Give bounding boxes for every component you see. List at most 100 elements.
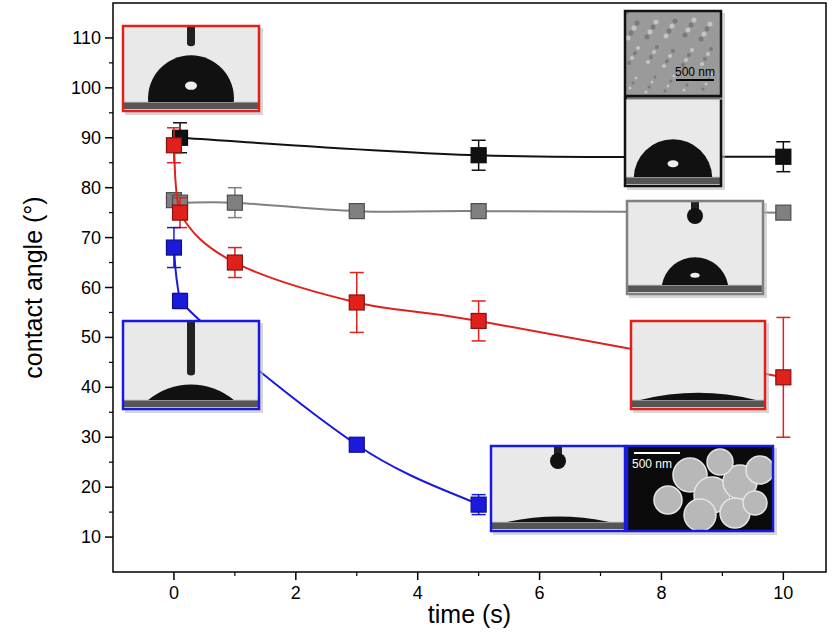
inset-texture [635,21,640,26]
error-bar-cap [167,227,181,229]
inset-texture [670,80,673,83]
y-minor-tick [109,462,113,463]
point [776,205,791,220]
error-bar [228,188,242,218]
y-minor-tick [109,512,113,513]
inset-border [123,26,259,111]
y-tick-label: 90 [81,128,101,148]
inset-bg [122,25,260,112]
inset-droplet [507,517,609,522]
error-bar-cap [776,171,790,173]
inset-texture [654,76,657,79]
point [166,138,181,153]
inset-particle [707,449,733,475]
inset-texture [645,91,648,94]
x-tick [173,572,175,580]
inset-texture [705,83,708,86]
x-minor-tick [600,572,601,576]
inset-texture [633,51,637,55]
inset-needle-tip [187,40,195,46]
y-tick-label: 100 [71,78,101,98]
x-tick [539,572,541,580]
y-tick-label: 30 [81,427,101,447]
inset-border [625,11,721,96]
error-bar-cap [228,277,242,279]
inset-texture [705,27,710,32]
inset-texture [683,33,688,38]
y-tick [105,287,113,289]
error-bar-cap [472,140,486,142]
error-bar-cap [167,162,181,164]
y-minor-tick [109,412,113,413]
inset-bg [624,10,722,97]
inset-particle [654,486,682,514]
x-axis-title: time (s) [428,600,511,628]
inset-scale-label: 500 nm [675,65,715,79]
inset-texture [632,82,635,85]
y-tick-label: 80 [81,178,101,198]
point [471,313,486,328]
x-tick-label: 4 [413,583,423,603]
inset-pendant-drop [687,208,703,224]
inset-particle [684,499,716,531]
inset-substrate [492,522,624,529]
inset-texture [668,54,672,58]
inset-particle [746,456,774,484]
y-tick [105,536,113,538]
error-bar [350,273,364,333]
inset-texture [667,29,672,34]
inset-substrate [124,400,258,407]
error-bar [472,495,486,515]
inset-border [123,321,259,409]
inset-texture [702,88,705,91]
y-minor-tick [109,262,113,263]
error-bar-cap [228,217,242,219]
y-minor-tick [109,312,113,313]
y-tick-label: 20 [81,477,101,497]
inset-texture [702,32,707,37]
inset-particle [743,491,767,515]
error-bar-cap [472,514,486,516]
error-bar [173,198,187,228]
error-bar-cap [167,127,181,129]
inset-border [627,446,773,531]
inset-border [627,201,763,294]
inset-substrate [632,400,764,407]
inset-texture [646,60,650,64]
inset-texture [627,61,631,65]
x-minor-tick [356,572,357,576]
y-tick-label: 50 [81,327,101,347]
y-tick [105,87,113,89]
inset-texture [689,23,694,28]
error-bar [776,142,790,172]
y-tick [105,387,113,389]
y-minor-tick [109,212,113,213]
x-minor-tick [722,572,723,576]
inset-bg [624,97,722,187]
x-tick [783,572,785,580]
x-minor-tick [478,572,479,576]
point [227,255,242,270]
inset-needle [187,322,195,372]
insets: 500 nm500 nm [122,10,777,535]
y-tick-label: 10 [81,527,101,547]
x-tick-label: 8 [656,583,666,603]
inset-texture [636,46,640,50]
inset-texture [683,89,686,92]
point [776,370,791,385]
inset-texture [649,55,653,59]
x-tick-label: 10 [773,583,793,603]
y-minor-tick [109,162,113,163]
inset-border [625,98,721,186]
y-tick [105,187,113,189]
error-bar-cap [776,141,790,143]
point [173,293,188,308]
error-bar-cap [173,122,187,124]
plot-frame [113,3,826,572]
y-tick [105,436,113,438]
inset-texture [673,19,678,24]
x-tick-label: 0 [169,583,179,603]
error-bar-cap [776,317,790,319]
inset-border [491,446,625,531]
inset-bg [630,320,766,410]
